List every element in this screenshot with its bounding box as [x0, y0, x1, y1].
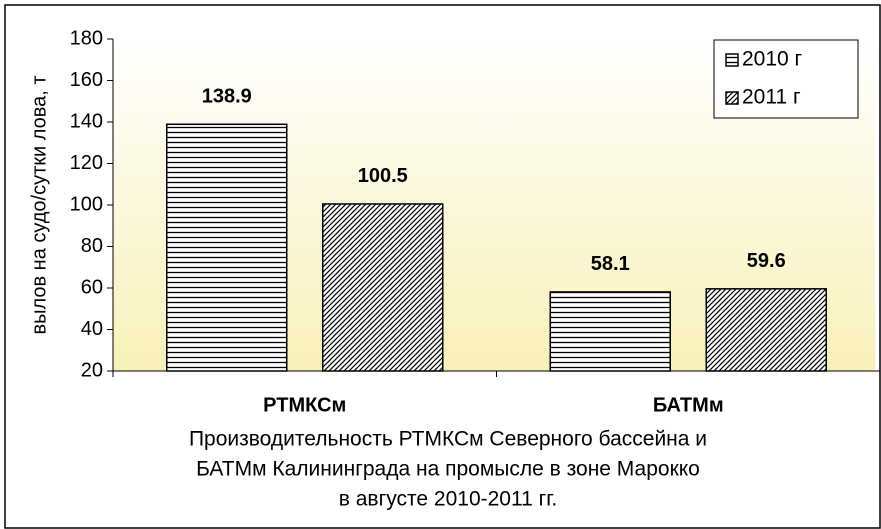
chart-title: БАТМм Калининграда на промысле в зоне Ма…: [196, 458, 700, 481]
y-tick-label: 40: [81, 318, 103, 340]
bar: [705, 288, 827, 372]
chart-title: Производительность РТМКСм Северного басс…: [189, 428, 707, 451]
value-label: 58.1: [591, 253, 630, 275]
y-tick-label: 80: [81, 235, 103, 257]
y-tick-label: 20: [81, 359, 103, 381]
bar: [322, 203, 444, 372]
x-tick-label: БАТМм: [653, 394, 724, 416]
legend-swatch: [725, 53, 739, 67]
y-tick-label: 180: [70, 27, 103, 49]
legend-swatch: [725, 91, 739, 105]
legend-box: [713, 39, 859, 119]
x-tick-label: РТМКСм: [263, 394, 346, 416]
chart-title: в августе 2010-2011 гг.: [339, 488, 557, 511]
bar: [166, 123, 288, 372]
y-tick-label: 60: [81, 276, 103, 298]
legend-label: 2011 г: [742, 86, 801, 109]
y-tick-label: 100: [70, 193, 103, 215]
y-tick-label: 160: [70, 69, 103, 91]
value-label: 138.9: [202, 86, 252, 108]
value-label: 59.6: [747, 250, 786, 272]
y-tick-label: 140: [70, 110, 103, 132]
y-axis-label: вылов на судо/сутки лова, т: [28, 75, 50, 334]
y-tick-label: 120: [70, 152, 103, 174]
value-label: 100.5: [358, 165, 408, 187]
bar: [549, 291, 671, 372]
legend-label: 2010 г: [742, 48, 803, 71]
